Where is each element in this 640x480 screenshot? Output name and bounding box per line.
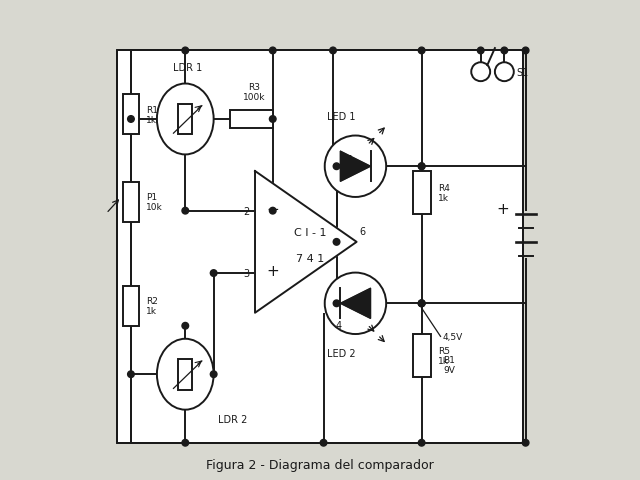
Circle shape: [471, 63, 490, 82]
Text: LED 1: LED 1: [327, 112, 356, 122]
Text: C I - 1: C I - 1: [294, 228, 327, 238]
Circle shape: [182, 323, 189, 329]
Bar: [123, 95, 140, 135]
Text: Figura 2 - Diagrama del comparador: Figura 2 - Diagrama del comparador: [206, 458, 434, 471]
Circle shape: [333, 164, 340, 170]
Text: 3: 3: [243, 268, 250, 278]
Circle shape: [269, 117, 276, 123]
Text: LED 2: LED 2: [327, 348, 356, 359]
Bar: [116, 51, 524, 443]
Text: P1
10k: P1 10k: [147, 192, 163, 212]
Bar: [123, 182, 140, 222]
Circle shape: [501, 48, 508, 55]
Circle shape: [324, 136, 386, 198]
Circle shape: [419, 48, 425, 55]
Bar: [413, 172, 431, 214]
Circle shape: [269, 48, 276, 55]
Circle shape: [419, 164, 425, 170]
Text: 7 4 1: 7 4 1: [296, 254, 324, 264]
Text: R3
100k: R3 100k: [243, 83, 265, 102]
Text: S1: S1: [516, 68, 529, 78]
Text: R1
1k: R1 1k: [147, 105, 158, 125]
Polygon shape: [340, 288, 371, 319]
Circle shape: [522, 440, 529, 446]
Text: +: +: [497, 202, 509, 217]
Text: LDR 2: LDR 2: [218, 415, 248, 424]
Text: R5
1k: R5 1k: [438, 346, 450, 365]
Circle shape: [333, 239, 340, 246]
Text: R4
1k: R4 1k: [438, 183, 449, 203]
Text: 4,5V: 4,5V: [443, 332, 463, 341]
Circle shape: [419, 440, 425, 446]
Text: 6: 6: [359, 227, 365, 237]
Circle shape: [324, 273, 386, 335]
Polygon shape: [255, 172, 356, 313]
Circle shape: [127, 117, 134, 123]
Circle shape: [182, 440, 189, 446]
Circle shape: [269, 208, 276, 215]
Circle shape: [522, 48, 529, 55]
Text: B1
9V: B1 9V: [443, 355, 455, 375]
Text: 7: 7: [345, 155, 351, 165]
Bar: [178, 104, 193, 135]
Circle shape: [419, 164, 425, 170]
Circle shape: [127, 371, 134, 378]
Circle shape: [182, 208, 189, 215]
Ellipse shape: [157, 84, 214, 155]
Text: 4: 4: [335, 320, 342, 330]
Text: R2
1k: R2 1k: [147, 296, 158, 316]
Bar: [230, 111, 273, 129]
Polygon shape: [340, 152, 371, 182]
Circle shape: [419, 300, 425, 307]
Circle shape: [419, 300, 425, 307]
Circle shape: [495, 63, 514, 82]
Circle shape: [320, 440, 327, 446]
Bar: [123, 286, 140, 326]
Circle shape: [333, 300, 340, 307]
Text: +: +: [267, 264, 280, 278]
Circle shape: [419, 300, 425, 307]
Circle shape: [211, 270, 217, 277]
Circle shape: [211, 371, 217, 378]
Bar: [413, 335, 431, 377]
Bar: [178, 359, 193, 390]
Ellipse shape: [157, 339, 214, 410]
Text: −: −: [267, 202, 280, 216]
Text: LDR 1: LDR 1: [173, 62, 202, 72]
Circle shape: [330, 48, 336, 55]
Text: 2: 2: [243, 206, 250, 216]
Circle shape: [477, 48, 484, 55]
Circle shape: [182, 48, 189, 55]
